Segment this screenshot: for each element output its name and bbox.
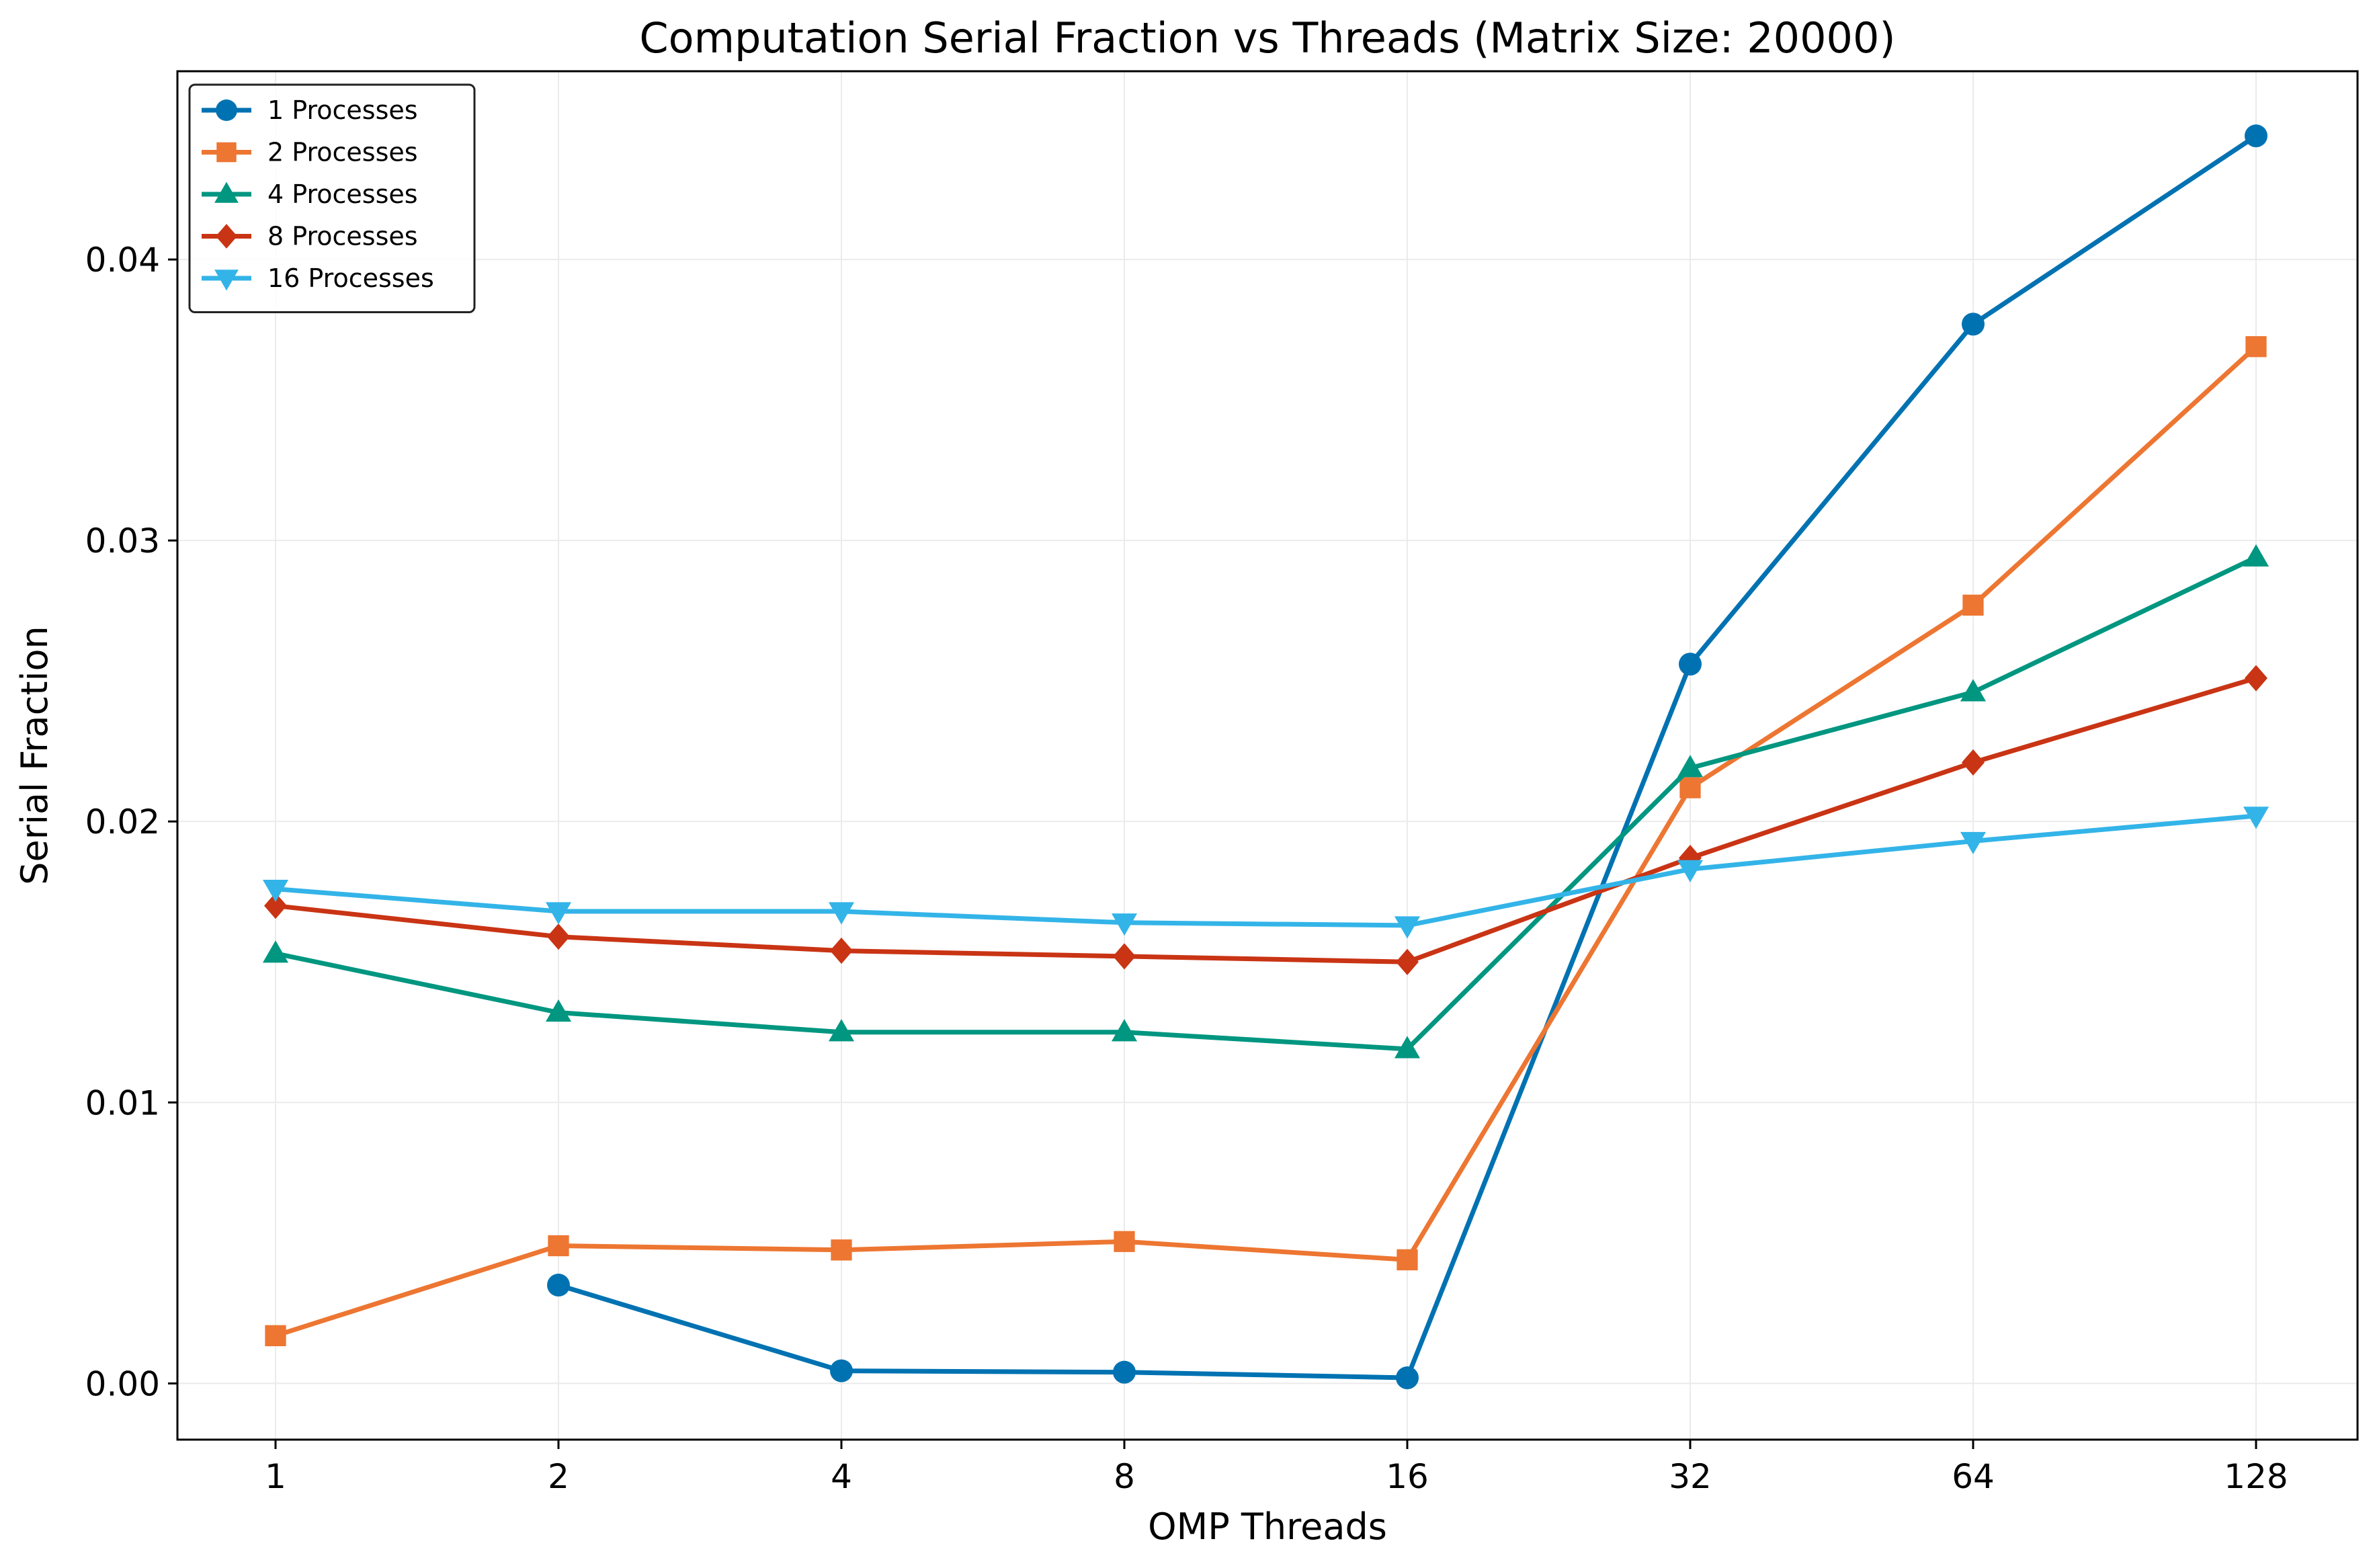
data-point-marker (548, 1235, 569, 1257)
data-point-marker (265, 1325, 286, 1346)
data-point-marker (547, 1274, 570, 1297)
series-group (262, 807, 2269, 939)
x-tick-label: 2 (548, 1457, 569, 1496)
legend-item: 8 Processes (202, 222, 418, 251)
data-point-marker (1960, 679, 1987, 702)
legend-label: 8 Processes (267, 222, 418, 251)
data-point-marker (262, 879, 289, 903)
data-point-marker (1396, 948, 1419, 975)
grid (177, 71, 2358, 1440)
data-point-marker (1111, 1019, 1138, 1042)
data-point-marker (1114, 1231, 1135, 1252)
x-axis-label: OMP Threads (1148, 1505, 1387, 1548)
data-point-marker (830, 938, 853, 964)
series-line (274, 345, 2258, 1338)
data-point-marker (1111, 913, 1138, 936)
data-point-marker (831, 1239, 852, 1261)
data-point-marker (2245, 124, 2267, 148)
y-tick-label: 0.03 (85, 522, 160, 561)
data-point-marker (262, 940, 289, 963)
data-point-marker (830, 1359, 853, 1383)
data-point-marker (1396, 1366, 1419, 1390)
series-group (262, 544, 2269, 1059)
data-point-marker (2245, 336, 2267, 358)
data-point-marker (547, 923, 570, 950)
series-line (275, 675, 2257, 964)
data-point-marker (2243, 807, 2269, 829)
data-point-marker (1962, 749, 1985, 776)
data-point-marker (1960, 831, 1987, 855)
x-tick-label: 8 (1114, 1457, 1135, 1496)
legend-item: 16 Processes (202, 263, 434, 293)
data-point-marker (1113, 943, 1136, 970)
series-line (275, 555, 2257, 1052)
data-point-marker (1677, 755, 1704, 778)
plot-series (262, 124, 2269, 1390)
plot-frame (176, 70, 2359, 1441)
data-point-marker (1113, 1360, 1136, 1384)
data-point-marker (828, 1019, 855, 1042)
data-point-marker (216, 142, 237, 163)
data-point-marker (1394, 1036, 1421, 1059)
data-point-marker (2245, 665, 2267, 692)
x-tick-label: 16 (1386, 1457, 1429, 1496)
data-point-marker (216, 99, 237, 121)
legend: 1 Processes 2 Processes 4 Processes 8 Proce… (188, 83, 476, 313)
data-point-marker (1962, 313, 1985, 336)
data-point-marker (1677, 860, 1704, 882)
data-point-marker (264, 893, 287, 919)
x-tick-label: 32 (1669, 1457, 1712, 1496)
x-tick-label: 64 (1952, 1457, 1995, 1496)
legend-label: 4 Processes (267, 179, 418, 209)
legend-label: 2 Processes (267, 138, 418, 167)
chart-title: Computation Serial Fraction vs Threads (… (639, 13, 1895, 63)
data-point-marker (216, 224, 237, 249)
series-line (275, 813, 2257, 928)
y-tick-label: 0.04 (85, 241, 160, 280)
x-tick-label: 4 (831, 1457, 852, 1496)
series-group (547, 124, 2267, 1390)
data-point-marker (1397, 1249, 1418, 1271)
x-tick-label: 128 (2224, 1457, 2288, 1496)
data-point-marker (214, 270, 239, 291)
legend-box (188, 83, 476, 313)
legend-item: 4 Processes (202, 179, 418, 209)
data-point-marker (214, 181, 239, 203)
y-tick-label: 0.00 (85, 1364, 160, 1403)
data-point-marker (545, 902, 572, 925)
legend-label: 16 Processes (267, 263, 434, 293)
legend-item: 2 Processes (202, 138, 418, 167)
data-point-marker (828, 902, 855, 925)
y-tick-label: 0.01 (85, 1083, 160, 1122)
legend-item: 1 Processes (202, 95, 418, 125)
y-tick-label: 0.02 (85, 802, 160, 841)
series-group (264, 665, 2267, 975)
data-point-marker (545, 999, 572, 1022)
data-point-marker (1679, 777, 1701, 798)
series-group (265, 336, 2267, 1346)
y-axis-label: Serial Fraction (13, 626, 56, 885)
data-point-marker (1394, 916, 1421, 939)
axis-ticks: 1 2 4 8 16 32 64 128 0.00 0.01 0.02 0.03 0.04 (85, 241, 2288, 1496)
data-point-marker (2243, 544, 2269, 567)
legend-label: 1 Processes (267, 95, 418, 125)
x-tick-label: 1 (265, 1457, 286, 1496)
data-point-marker (1962, 594, 1984, 616)
data-point-marker (1679, 653, 1702, 676)
